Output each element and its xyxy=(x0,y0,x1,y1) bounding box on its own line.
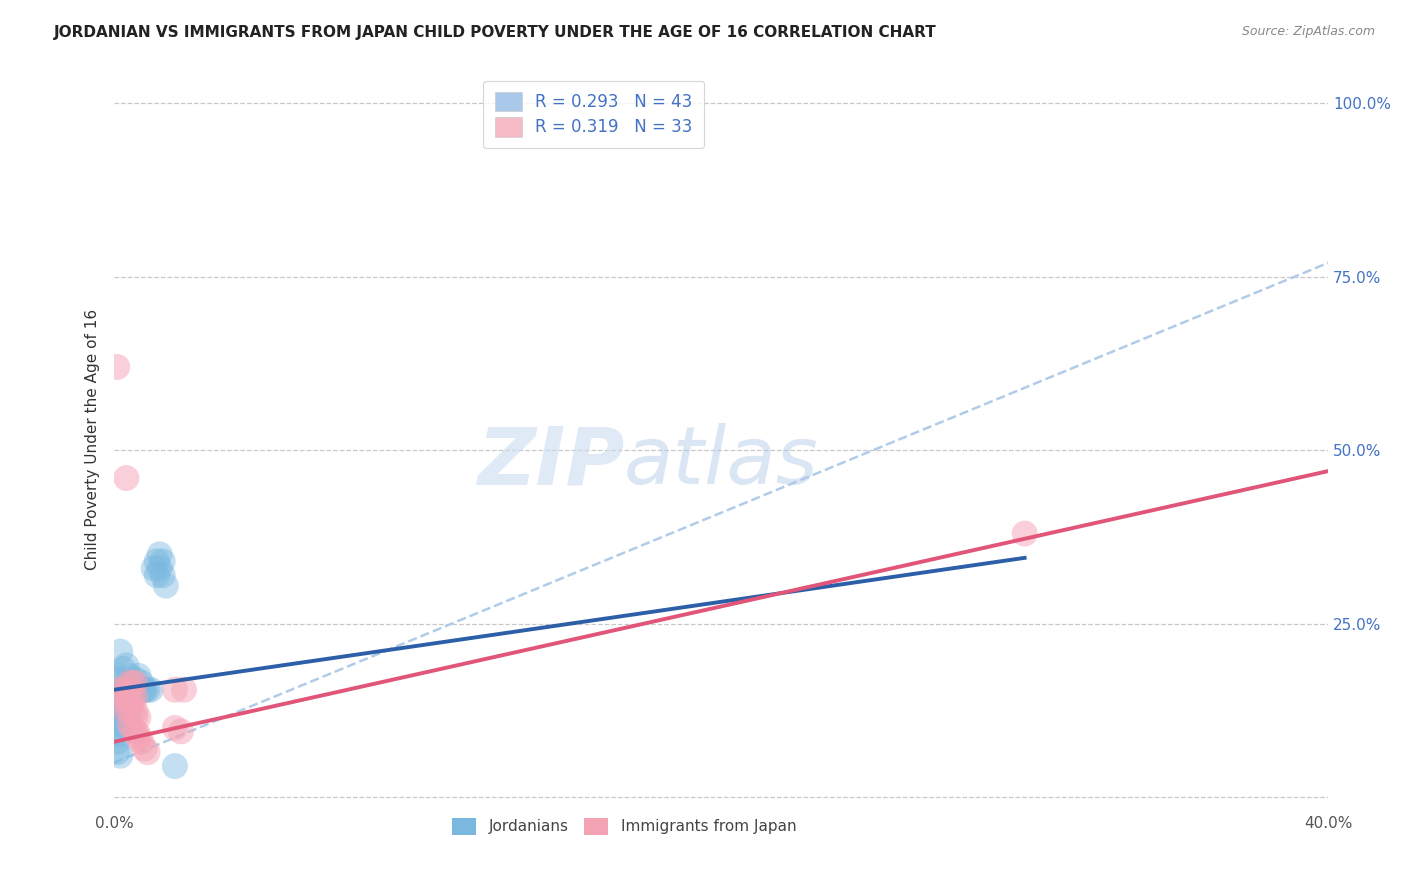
Point xyxy=(131,675,153,690)
Point xyxy=(155,579,177,593)
Point xyxy=(121,721,143,735)
Point xyxy=(115,704,138,718)
Point xyxy=(105,735,128,749)
Legend: Jordanians, Immigrants from Japan: Jordanians, Immigrants from Japan xyxy=(443,808,806,845)
Point xyxy=(112,690,135,704)
Point xyxy=(152,554,174,568)
Point xyxy=(112,693,135,707)
Point xyxy=(145,554,167,568)
Point xyxy=(149,547,172,561)
Point xyxy=(170,724,193,739)
Point xyxy=(124,682,146,697)
Point xyxy=(121,697,143,711)
Point xyxy=(105,359,128,374)
Point xyxy=(115,471,138,485)
Point xyxy=(118,679,141,693)
Point xyxy=(105,669,128,683)
Text: Source: ZipAtlas.com: Source: ZipAtlas.com xyxy=(1241,25,1375,38)
Point xyxy=(149,561,172,575)
Point xyxy=(110,728,132,742)
Text: atlas: atlas xyxy=(624,423,818,501)
Point xyxy=(110,682,132,697)
Point xyxy=(134,682,156,697)
Point xyxy=(142,561,165,575)
Point xyxy=(115,658,138,673)
Point xyxy=(136,682,159,697)
Text: JORDANIAN VS IMMIGRANTS FROM JAPAN CHILD POVERTY UNDER THE AGE OF 16 CORRELATION: JORDANIAN VS IMMIGRANTS FROM JAPAN CHILD… xyxy=(53,25,936,40)
Point xyxy=(110,717,132,731)
Point xyxy=(105,710,128,724)
Point xyxy=(105,724,128,739)
Point xyxy=(124,675,146,690)
Point xyxy=(124,704,146,718)
Point xyxy=(127,669,149,683)
Point xyxy=(131,735,153,749)
Point xyxy=(1014,526,1036,541)
Point xyxy=(136,745,159,759)
Point xyxy=(112,682,135,697)
Point xyxy=(110,693,132,707)
Point xyxy=(118,704,141,718)
Point xyxy=(105,673,128,687)
Point xyxy=(110,644,132,658)
Point xyxy=(105,745,128,759)
Point xyxy=(127,731,149,746)
Point xyxy=(110,682,132,697)
Point xyxy=(124,724,146,739)
Point xyxy=(139,682,162,697)
Point xyxy=(112,706,135,721)
Point xyxy=(127,728,149,742)
Y-axis label: Child Poverty Under the Age of 16: Child Poverty Under the Age of 16 xyxy=(86,310,100,570)
Point xyxy=(105,686,128,700)
Point xyxy=(163,721,186,735)
Point xyxy=(127,710,149,724)
Point xyxy=(118,669,141,683)
Point xyxy=(115,682,138,697)
Point xyxy=(118,682,141,697)
Point xyxy=(163,759,186,773)
Point xyxy=(121,682,143,697)
Text: ZIP: ZIP xyxy=(477,423,624,501)
Point xyxy=(145,568,167,582)
Point xyxy=(163,682,186,697)
Point xyxy=(152,568,174,582)
Point xyxy=(118,697,141,711)
Point xyxy=(118,717,141,731)
Point xyxy=(134,682,156,697)
Point xyxy=(110,700,132,714)
Point xyxy=(121,690,143,704)
Point xyxy=(124,673,146,687)
Point xyxy=(118,675,141,690)
Point xyxy=(115,690,138,704)
Point xyxy=(105,717,128,731)
Point xyxy=(112,662,135,676)
Point xyxy=(124,710,146,724)
Point xyxy=(173,682,195,697)
Point xyxy=(131,682,153,697)
Point xyxy=(134,741,156,756)
Point xyxy=(121,675,143,690)
Point xyxy=(110,748,132,763)
Point xyxy=(115,704,138,718)
Point xyxy=(115,697,138,711)
Point xyxy=(124,690,146,704)
Point xyxy=(121,690,143,704)
